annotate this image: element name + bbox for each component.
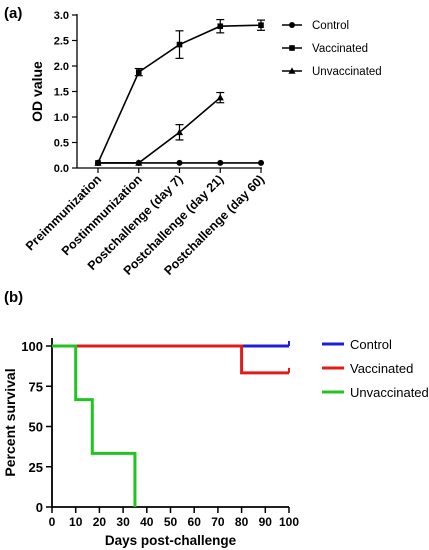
series-vaccinated: [95, 18, 265, 166]
x-tick-label: 60: [188, 515, 202, 529]
x-tick-label: 20: [93, 515, 107, 529]
y-tick-label: 3.0: [54, 10, 69, 22]
survival-line-unvaccinated: [52, 344, 137, 507]
legend-label: Control: [350, 337, 392, 352]
data-point: [176, 41, 183, 48]
legend-label: Vaccinated: [350, 361, 413, 376]
series-unvaccinated: [94, 91, 225, 166]
y-tick-label: 0: [36, 500, 43, 515]
legend-label: Vaccinated: [312, 43, 368, 55]
data-point: [135, 69, 142, 75]
x-tick-label: 30: [116, 515, 130, 529]
x-tick-label: Preimmunization: [23, 172, 104, 253]
series-line: [98, 97, 221, 164]
data-point: [94, 159, 102, 166]
y-axis-label: Percent survival: [2, 368, 18, 476]
data-point: [175, 128, 184, 136]
x-tick-label: 10: [69, 515, 83, 529]
y-tick-label: 2.0: [54, 61, 69, 73]
panel-a-label: (a): [4, 5, 22, 22]
x-tick-label: 100: [279, 515, 299, 529]
legend-marker: [288, 67, 296, 74]
panel-b-label: (b): [4, 289, 23, 306]
data-point: [217, 159, 224, 166]
chart-a-od-values: 0.0 0.5 1.0 1.5 2.0 2.5 3.0 OD value Preimmuniza…: [23, 10, 382, 278]
legend-marker: [289, 22, 295, 28]
data-point: [217, 23, 224, 30]
legend-label: Control: [312, 20, 349, 32]
y-axis-label: OD value: [29, 61, 45, 122]
y-tick-label: 1.5: [54, 87, 69, 99]
x-axis-label: Days post-challenge: [105, 533, 237, 548]
legend-marker: [289, 45, 295, 51]
data-point: [258, 159, 264, 166]
data-point: [135, 159, 143, 166]
legend-label: Unvaccinated: [350, 385, 429, 400]
data-point: [216, 94, 224, 101]
x-tick-label: 0: [49, 515, 56, 529]
y-tick-label: 25: [29, 460, 43, 475]
y-tick-label: 75: [29, 379, 43, 394]
y-tick-label: 0.0: [54, 163, 69, 175]
data-point: [258, 22, 264, 28]
x-tick-label: 40: [140, 515, 154, 529]
x-tick-label: 70: [211, 515, 225, 529]
y-tick-label: 2.5: [54, 36, 69, 48]
x-tick-label: 50: [164, 515, 178, 529]
x-tick-label: 80: [235, 515, 249, 529]
x-tick-label: 90: [259, 515, 273, 529]
data-point: [176, 159, 183, 166]
y-tick-label: 50: [29, 420, 43, 435]
survival-line-vaccinated: [52, 344, 289, 375]
y-tick-label: 1.0: [54, 112, 69, 124]
y-tick-label: 0.5: [54, 138, 69, 150]
y-tick-label: 100: [21, 339, 43, 354]
legend-label: Unvaccinated: [312, 66, 382, 78]
